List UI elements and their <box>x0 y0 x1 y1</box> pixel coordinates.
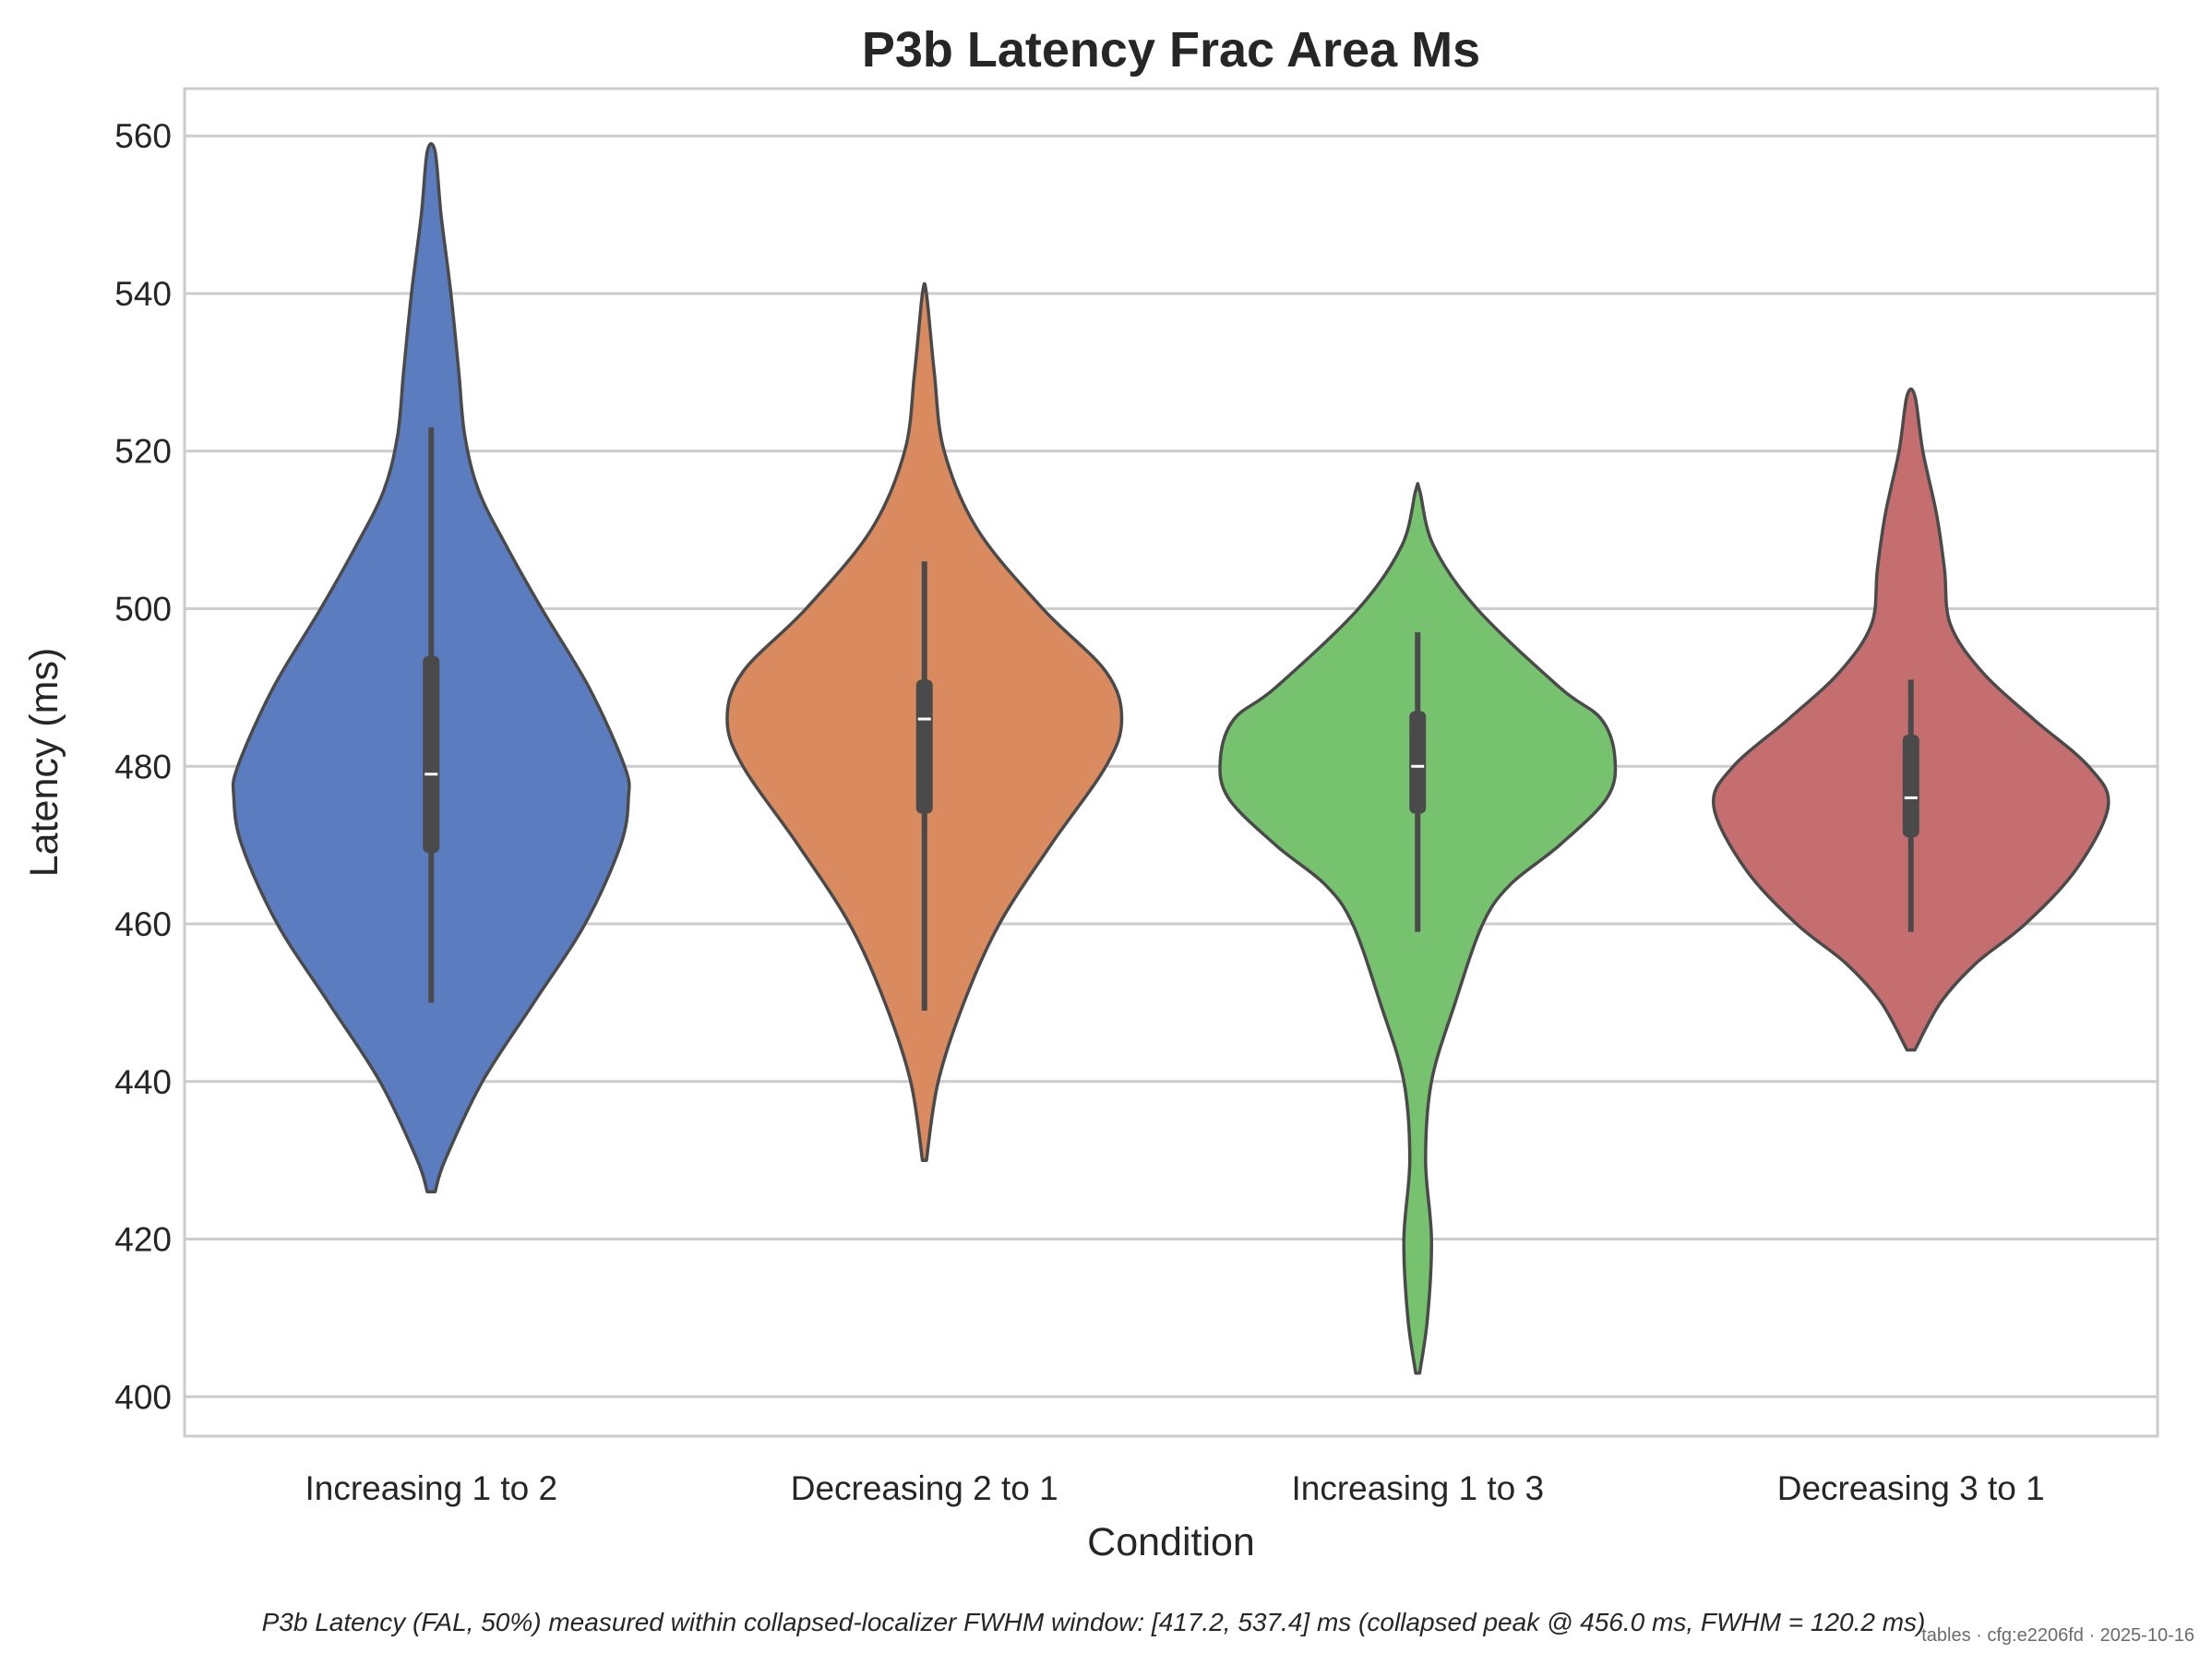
violins <box>231 142 2110 1375</box>
x-tick-labels: Increasing 1 to 2 Decreasing 2 to 1 Increa… <box>305 1469 2044 1507</box>
y-tick-label-440: 440 <box>114 1063 172 1101</box>
violin-iqr-box-3 <box>1409 711 1427 814</box>
build-stamp: tables · cfg:e2206fd · 2025-10-16 <box>1921 1625 2194 1646</box>
x-tick-label-4: Decreasing 3 to 1 <box>1777 1469 2045 1507</box>
x-tick-label-3: Increasing 1 to 3 <box>1291 1469 1544 1507</box>
violin-iqr-box-4 <box>1902 735 1919 838</box>
y-tick-label-540: 540 <box>114 275 172 313</box>
violin-iqr-box-1 <box>423 655 440 854</box>
plot-frame <box>183 87 2159 1438</box>
y-tick-label-500: 500 <box>114 591 172 629</box>
y-tick-label-420: 420 <box>114 1221 172 1259</box>
chart-title: P3b Latency Frac Area Ms <box>862 22 1480 78</box>
y-tick-label-560: 560 <box>114 117 172 155</box>
y-tick-label-480: 480 <box>114 748 172 785</box>
y-tick-label-400: 400 <box>114 1378 172 1416</box>
x-tick-label-2: Decreasing 2 to 1 <box>791 1469 1058 1507</box>
x-axis-label: Condition <box>1087 1520 1255 1564</box>
violin-iqr-box-2 <box>915 679 933 814</box>
y-tick-labels: 400 420 440 460 480 500 520 540 560 <box>114 117 172 1416</box>
y-axis-label: Latency (ms) <box>22 648 66 878</box>
y-tick-label-520: 520 <box>114 433 172 471</box>
y-tick-label-460: 460 <box>114 905 172 943</box>
x-tick-label-1: Increasing 1 to 2 <box>305 1469 557 1507</box>
chart-caption: P3b Latency (FAL, 50%) measured within c… <box>262 1608 1926 1636</box>
